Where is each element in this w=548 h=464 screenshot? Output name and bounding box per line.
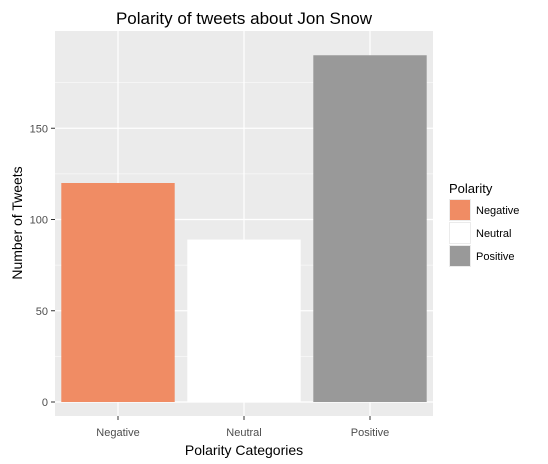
legend: Polarity Negative Neutral Positive <box>449 181 519 267</box>
legend-swatch-negative <box>450 200 470 220</box>
x-axis-ticks: Negative Neutral Positive <box>96 416 389 439</box>
y-axis-title: Number of Tweets <box>9 166 25 279</box>
chart-title: Polarity of tweets about Jon Snow <box>116 9 373 28</box>
y-axis-ticks: 0 50 100 150 <box>30 123 55 409</box>
legend-label-neutral: Neutral <box>476 228 511 240</box>
x-axis-title: Polarity Categories <box>185 442 303 458</box>
legend-title: Polarity <box>449 181 493 196</box>
bar-negative <box>61 183 175 402</box>
legend-swatch-neutral <box>450 223 470 243</box>
legend-label-positive: Positive <box>476 251 515 263</box>
y-tick-label: 100 <box>30 215 48 227</box>
x-tick-label: Neutral <box>226 427 261 439</box>
y-tick-label: 150 <box>30 123 48 135</box>
y-tick-label: 50 <box>36 306 48 318</box>
bar-positive <box>313 55 427 402</box>
bar-neutral <box>187 239 301 402</box>
x-tick-label: Positive <box>351 427 390 439</box>
legend-label-negative: Negative <box>476 205 519 217</box>
x-tick-label: Negative <box>96 427 139 439</box>
legend-swatch-positive <box>450 246 470 266</box>
bars <box>61 55 427 402</box>
y-tick-label: 0 <box>42 397 48 409</box>
